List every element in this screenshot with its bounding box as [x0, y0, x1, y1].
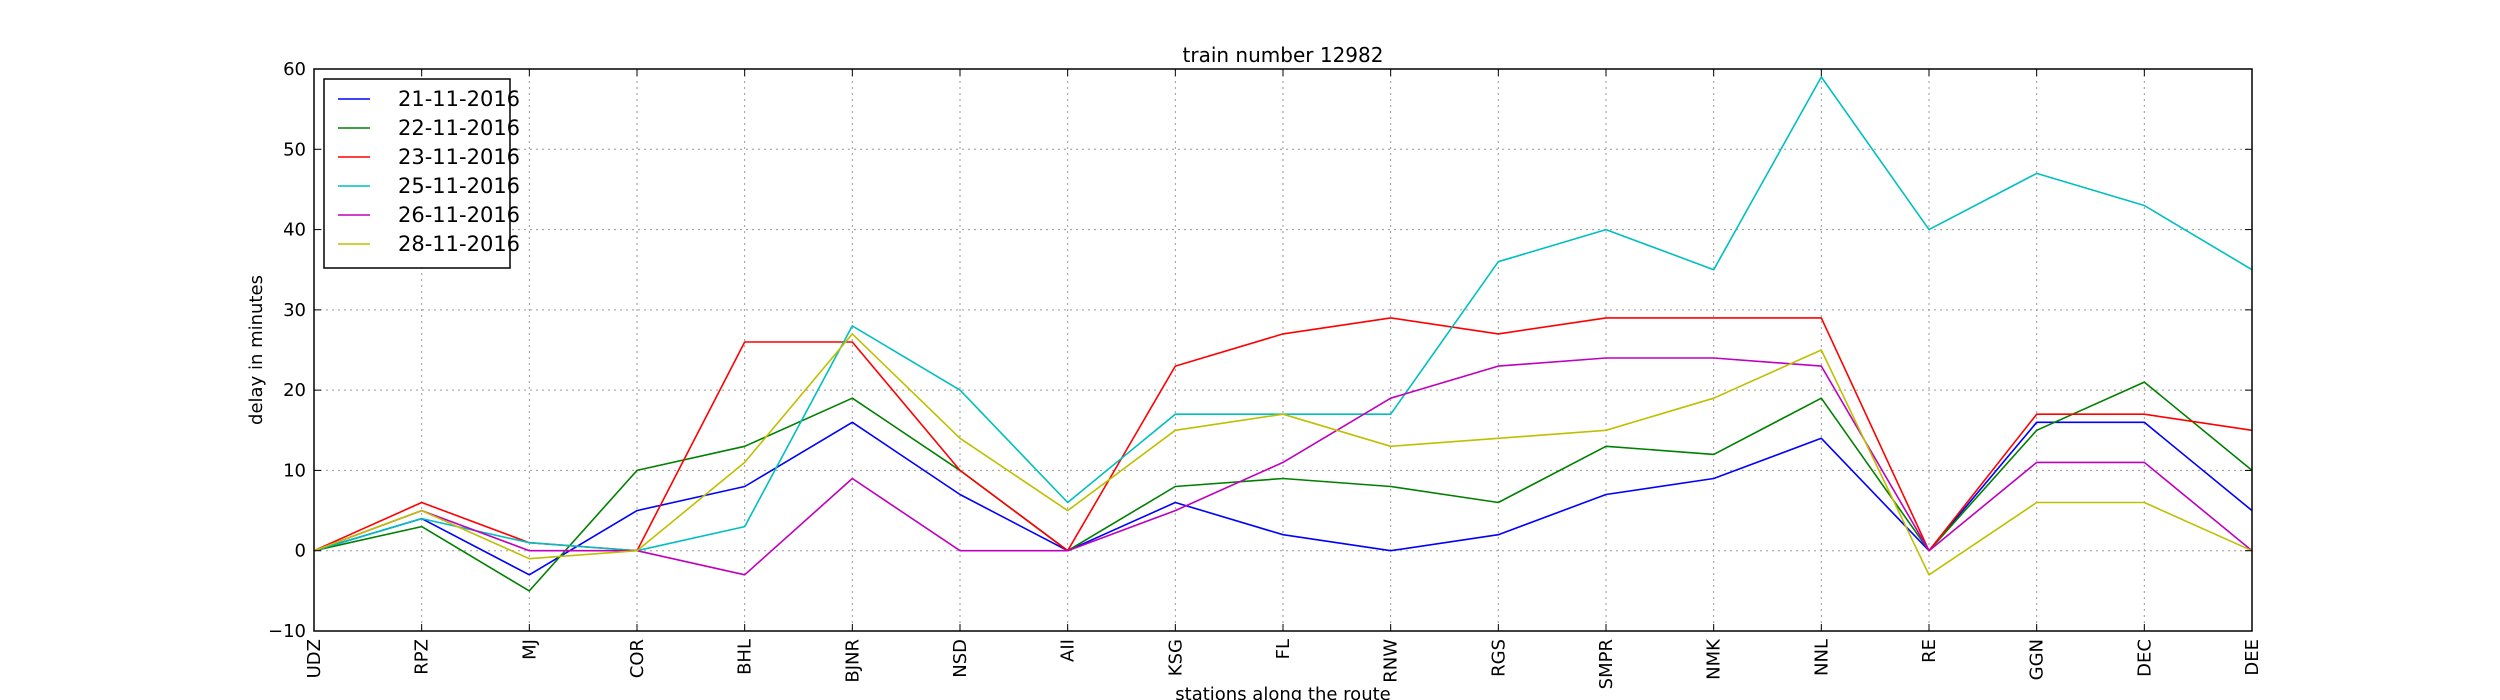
x-tick-label: DEE	[2242, 639, 2263, 676]
x-tick-label: BJNR	[842, 639, 863, 683]
legend-label: 25-11-2016	[398, 174, 520, 198]
y-tick-label: 40	[283, 220, 306, 241]
x-tick-label: KSG	[1165, 639, 1186, 676]
legend-box	[323, 78, 511, 269]
x-tick-label: RE	[1919, 639, 1940, 663]
x-tick-label: GGN	[2027, 639, 2048, 680]
legend-label: 26-11-2016	[398, 203, 520, 227]
x-tick-label: UDZ	[304, 639, 325, 678]
series-line-1	[313, 421, 2253, 576]
x-tick-label: RNW	[1381, 639, 1402, 683]
y-axis-label: delay in minutes	[246, 275, 267, 425]
x-tick-label: BHL	[735, 639, 756, 675]
y-tick-label: 60	[283, 59, 306, 80]
x-tick-label: DEC	[2134, 639, 2155, 677]
legend-label: 21-11-2016	[398, 87, 520, 111]
x-tick-label: NNL	[1811, 639, 1832, 676]
x-axis-label: stations along the route	[1175, 684, 1390, 700]
legend-label: 28-11-2016	[398, 232, 520, 256]
x-tick-label: NMK	[1704, 638, 1725, 680]
y-tick-label: 50	[283, 139, 306, 160]
grid-layer	[314, 69, 2252, 631]
y-tick-label: −10	[268, 621, 306, 642]
lines-layer	[313, 76, 2253, 592]
legend-label: 23-11-2016	[398, 145, 520, 169]
ticks-layer: −10 0 10 20 30 40 50 60 UDZ RPZ MJ COR BHL BJNR NSD AII…	[268, 59, 2263, 689]
y-tick-label: 20	[283, 380, 306, 401]
x-tick-label: AII	[1058, 639, 1079, 662]
x-tick-label: RPZ	[412, 639, 433, 675]
y-tick-label: 30	[283, 300, 306, 321]
x-tick-label: COR	[627, 639, 648, 678]
x-tick-label: RGS	[1488, 639, 1509, 677]
legend-label: 22-11-2016	[398, 116, 520, 140]
x-tick-label: MJ	[519, 639, 540, 660]
x-tick-label: NSD	[950, 639, 971, 678]
chart-title: train number 12982	[1183, 43, 1384, 67]
x-tick-label: FL	[1273, 639, 1294, 659]
legend: 21-11-2016 22-11-2016 23-11-2016 25-11-2016…	[323, 78, 520, 269]
x-tick-label: SMPR	[1596, 639, 1617, 689]
y-tick-label: 10	[283, 460, 306, 481]
series-line-6	[313, 333, 2253, 576]
y-tick-label: 0	[295, 541, 306, 562]
